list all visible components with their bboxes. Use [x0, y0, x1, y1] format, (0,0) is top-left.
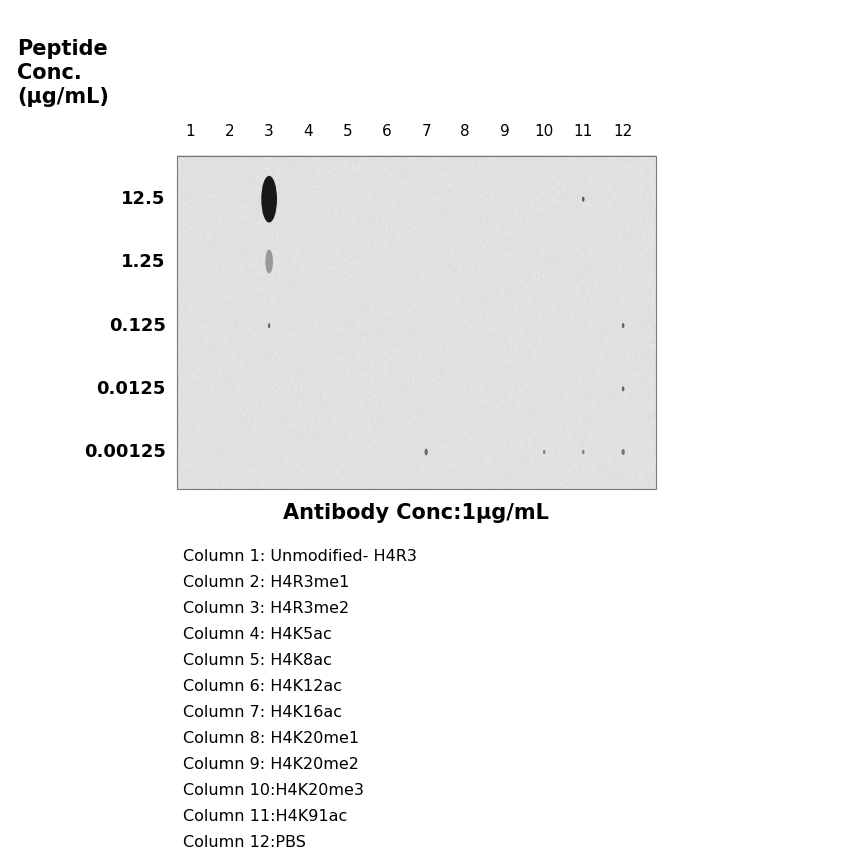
Text: 6: 6	[382, 124, 392, 139]
Text: Column 4: H4K5ac: Column 4: H4K5ac	[183, 627, 331, 642]
Text: 1: 1	[185, 124, 195, 139]
Text: 12.5: 12.5	[121, 191, 166, 208]
Text: Column 3: H4R3me2: Column 3: H4R3me2	[183, 601, 349, 616]
Text: 12: 12	[614, 124, 633, 139]
Text: Column 11:H4K91ac: Column 11:H4K91ac	[183, 809, 346, 824]
Text: Column 5: H4K8ac: Column 5: H4K8ac	[183, 653, 331, 668]
Ellipse shape	[582, 197, 584, 202]
Text: 9: 9	[500, 124, 510, 139]
Text: Column 9: H4K20me2: Column 9: H4K20me2	[183, 757, 358, 772]
Text: 3: 3	[264, 124, 274, 139]
Text: 10: 10	[535, 124, 554, 139]
Text: 5: 5	[342, 124, 352, 139]
Text: Column 12:PBS: Column 12:PBS	[183, 835, 306, 850]
Ellipse shape	[265, 249, 273, 274]
Text: Column 10:H4K20me3: Column 10:H4K20me3	[183, 783, 363, 798]
Text: 1.25: 1.25	[121, 253, 166, 270]
Text: Antibody Conc:1μg/mL: Antibody Conc:1μg/mL	[283, 502, 549, 523]
Ellipse shape	[267, 323, 270, 328]
Text: 11: 11	[574, 124, 593, 139]
Text: Column 2: H4R3me1: Column 2: H4R3me1	[183, 575, 349, 590]
Text: Column 6: H4K12ac: Column 6: H4K12ac	[183, 679, 341, 694]
Ellipse shape	[424, 449, 428, 456]
Text: 0.00125: 0.00125	[84, 443, 166, 461]
Text: 7: 7	[421, 124, 431, 139]
Text: Peptide
Conc.
(μg/mL): Peptide Conc. (μg/mL)	[17, 39, 109, 107]
Text: Column 7: H4K16ac: Column 7: H4K16ac	[183, 705, 341, 720]
Text: Column 8: H4K20me1: Column 8: H4K20me1	[183, 731, 358, 746]
Ellipse shape	[261, 176, 277, 223]
Text: 0.125: 0.125	[109, 317, 166, 334]
Text: Column 1: Unmodified- H4R3: Column 1: Unmodified- H4R3	[183, 549, 416, 564]
Text: 4: 4	[303, 124, 313, 139]
Ellipse shape	[621, 449, 625, 455]
Text: 2: 2	[224, 124, 234, 139]
Ellipse shape	[582, 450, 584, 454]
Ellipse shape	[621, 323, 624, 328]
Ellipse shape	[543, 450, 546, 454]
Ellipse shape	[621, 386, 624, 391]
Text: 8: 8	[460, 124, 470, 139]
Text: 0.0125: 0.0125	[96, 380, 166, 397]
